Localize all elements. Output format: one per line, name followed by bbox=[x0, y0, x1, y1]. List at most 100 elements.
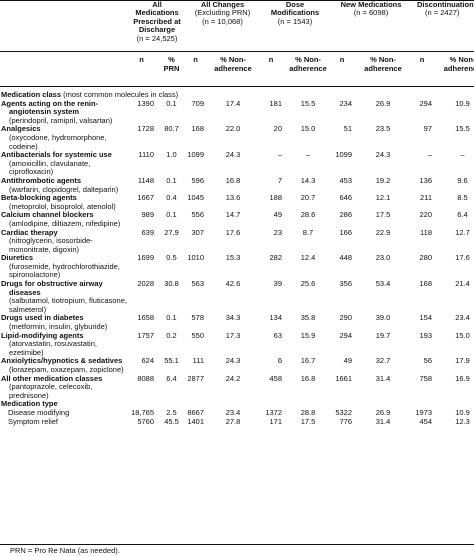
cell-new-n: 356 bbox=[339, 279, 352, 289]
cell-new-n: 286 bbox=[339, 210, 352, 220]
cell-disc-nonadh: 23.4 bbox=[455, 313, 470, 323]
row-label: Agents acting on the renin-angiotensin s… bbox=[0, 99, 128, 126]
section-label-cell: Medication class (most common molecules … bbox=[0, 87, 474, 100]
row-class-name: Calcium channel blockers bbox=[1, 210, 94, 220]
table-row: Calcium channel blockers (amlodipine, dil… bbox=[0, 210, 474, 228]
row-molecules: (amlodipine, diltiazem, nifedipine) bbox=[9, 218, 121, 228]
row-label: All other medication classes (pantoprazol… bbox=[0, 374, 128, 401]
row-class-name: Cardiac therapy bbox=[1, 227, 58, 237]
cell-dose-n: 20 bbox=[273, 124, 282, 134]
cell-all-n: 1667 bbox=[137, 193, 154, 203]
cell-dose-n: 7 bbox=[277, 175, 282, 185]
header-all-meds-n: (n = 24,525) bbox=[136, 33, 178, 43]
cell-dose-nonadh: 28.6 bbox=[300, 210, 316, 220]
cell-all-prn: 0.1 bbox=[166, 210, 177, 220]
header-all-meds-l3: Prescribed at bbox=[133, 16, 181, 26]
row-molecules: (pantoprazole, celecoxib, prednisone) bbox=[9, 382, 93, 400]
cell-all-prn: 0.1 bbox=[166, 313, 177, 323]
cell-all-n: 1728 bbox=[137, 124, 154, 134]
cell-changes-n: 709 bbox=[191, 98, 204, 108]
row-molecules: (warfarin, clopidogrel, dalteparin) bbox=[9, 184, 119, 194]
cell-dose-nonadh: 15.5 bbox=[300, 98, 316, 108]
header-discont-n: (n = 2427) bbox=[425, 8, 460, 18]
sub-empty bbox=[0, 52, 128, 87]
row-molecules: (furosemide, hydrochlorothiazide, spiron… bbox=[9, 261, 120, 280]
table-body: Medication class (most common molecules … bbox=[0, 87, 474, 427]
medication-table: All Medications Prescribed at Discharge … bbox=[0, 0, 474, 427]
cell-changes-nonadh: 24.2 bbox=[225, 373, 241, 383]
cell-disc-nonadh: – bbox=[460, 150, 465, 160]
cell-changes-n: 578 bbox=[191, 313, 204, 323]
header-dose-mod-n: (n = 1543) bbox=[277, 16, 313, 26]
header-all-meds-l4: Discharge bbox=[138, 25, 176, 35]
cell-changes-nonadh: 14.7 bbox=[225, 210, 241, 220]
table-row: Antibacterials for systemic use (amoxicil… bbox=[0, 150, 474, 177]
row-label: Beta-blocking agents (metoprolol, bisopro… bbox=[0, 194, 128, 211]
cell-new-nonadh: 23.0 bbox=[375, 253, 391, 263]
header-new-meds: New Medications (n = 6098) bbox=[331, 0, 411, 52]
cell-changes-n: 1010 bbox=[187, 253, 204, 263]
row-molecules: (lorazepam, oxazepam, zopiclone) bbox=[9, 365, 124, 374]
cell-all-prn: 6.4 bbox=[166, 373, 177, 383]
cell-dose-nonadh: 35.8 bbox=[300, 313, 316, 323]
cell-all-prn: 1.0 bbox=[166, 150, 177, 160]
row-label: Anxiolytics/hypnotics & sedatives (loraze… bbox=[0, 357, 128, 374]
header-all-changes: All Changes (Excluding PRN) (n = 10,068) bbox=[186, 0, 259, 52]
cell-new-nonadh: 31.4 bbox=[375, 373, 391, 383]
cell-disc-n: 220 bbox=[419, 210, 433, 220]
row-molecules: (perindopril, ramipril, valsartan) bbox=[9, 115, 113, 125]
cell-new-nonadh: 26.9 bbox=[375, 98, 391, 108]
cell-all-n: 8088 bbox=[137, 373, 154, 383]
cell-changes-nonadh: 23.4 bbox=[225, 407, 241, 417]
table-row: Antithrombotic agents (warfarin, clopidog… bbox=[0, 175, 474, 194]
cell-disc-nonadh: 8.5 bbox=[457, 193, 468, 203]
header-all-meds-l1: All bbox=[152, 0, 162, 9]
header-dose-mod-l2: Modifications bbox=[270, 8, 320, 18]
cell-changes-n: 2877 bbox=[187, 373, 204, 383]
row-class-name: Beta-blocking agents bbox=[1, 193, 77, 203]
cell-new-n: 51 bbox=[343, 124, 352, 134]
cell-disc-n: 1973 bbox=[415, 407, 433, 417]
cell-all-prn: 30.8 bbox=[164, 279, 179, 289]
row-class-name-cont: angiotensin system bbox=[9, 107, 80, 117]
cell-disc-n: 56 bbox=[423, 356, 433, 366]
cell-disc-nonadh: 9.6 bbox=[457, 175, 468, 185]
section-label: Medication class bbox=[1, 90, 62, 99]
cell-dose-nonadh: – bbox=[305, 150, 311, 160]
section-header-row: Medication class (most common molecules … bbox=[0, 87, 474, 100]
header-all-changes-sub: (Excluding PRN) bbox=[194, 8, 251, 18]
row-label: Antithrombotic agents (warfarin, clopidog… bbox=[0, 176, 128, 194]
table-row: Analgesics (oxycodone, hydromorphone, cod… bbox=[0, 125, 474, 151]
cell-all-prn: 0.1 bbox=[166, 175, 177, 185]
header-new-meds-n: (n = 6098) bbox=[353, 8, 389, 18]
cell-all-prn: 2.5 bbox=[166, 407, 177, 417]
cell-changes-nonadh: 34.3 bbox=[225, 313, 241, 323]
cell-disc-nonadh: 6.4 bbox=[457, 210, 468, 220]
cell-disc-nonadh: 10.9 bbox=[455, 98, 470, 108]
cell-changes-nonadh: 22.0 bbox=[225, 124, 241, 134]
cell-new-nonadh: 17.5 bbox=[375, 210, 391, 220]
cell-disc-n: 454 bbox=[419, 416, 433, 426]
cell-dose-n: 134 bbox=[269, 313, 282, 323]
cell-dose-n: 181 bbox=[269, 98, 282, 108]
row-class-name: Drugs used in diabetes bbox=[1, 313, 84, 323]
table-row: Cardiac therapy (nitroglycerin, isosorbid… bbox=[0, 227, 474, 255]
cell-dose-n: 6 bbox=[277, 356, 282, 366]
type-row: Disease modifying 18,765 2.5 8667 23.4 1372 28… bbox=[0, 407, 474, 418]
row-label: Analgesics (oxycodone, hydromorphone, cod… bbox=[0, 125, 128, 151]
sub-adherence: adherence bbox=[289, 63, 327, 73]
cell-disc-n: 193 bbox=[419, 330, 433, 340]
cell-changes-n: 1045 bbox=[187, 193, 204, 203]
row-label: Diuretics (furosemide, hydrochlorothiazid… bbox=[0, 254, 128, 280]
cell-disc-nonadh: 10.9 bbox=[455, 407, 470, 417]
cell-disc-n: 154 bbox=[419, 313, 433, 323]
row-label: Lipid-modifying agents (atorvastatin, ros… bbox=[0, 331, 128, 358]
cell-all-prn: 80.7 bbox=[164, 124, 179, 134]
header-discont: Discontinuations (n = 2427) bbox=[411, 0, 474, 52]
cell-disc-nonadh: 21.4 bbox=[455, 279, 470, 289]
sub-nonadh: % Non-adherence bbox=[355, 52, 411, 87]
cell-changes-nonadh: 24.3 bbox=[225, 150, 241, 160]
cell-dose-n: 188 bbox=[269, 193, 282, 203]
cell-disc-n: 758 bbox=[419, 373, 433, 383]
